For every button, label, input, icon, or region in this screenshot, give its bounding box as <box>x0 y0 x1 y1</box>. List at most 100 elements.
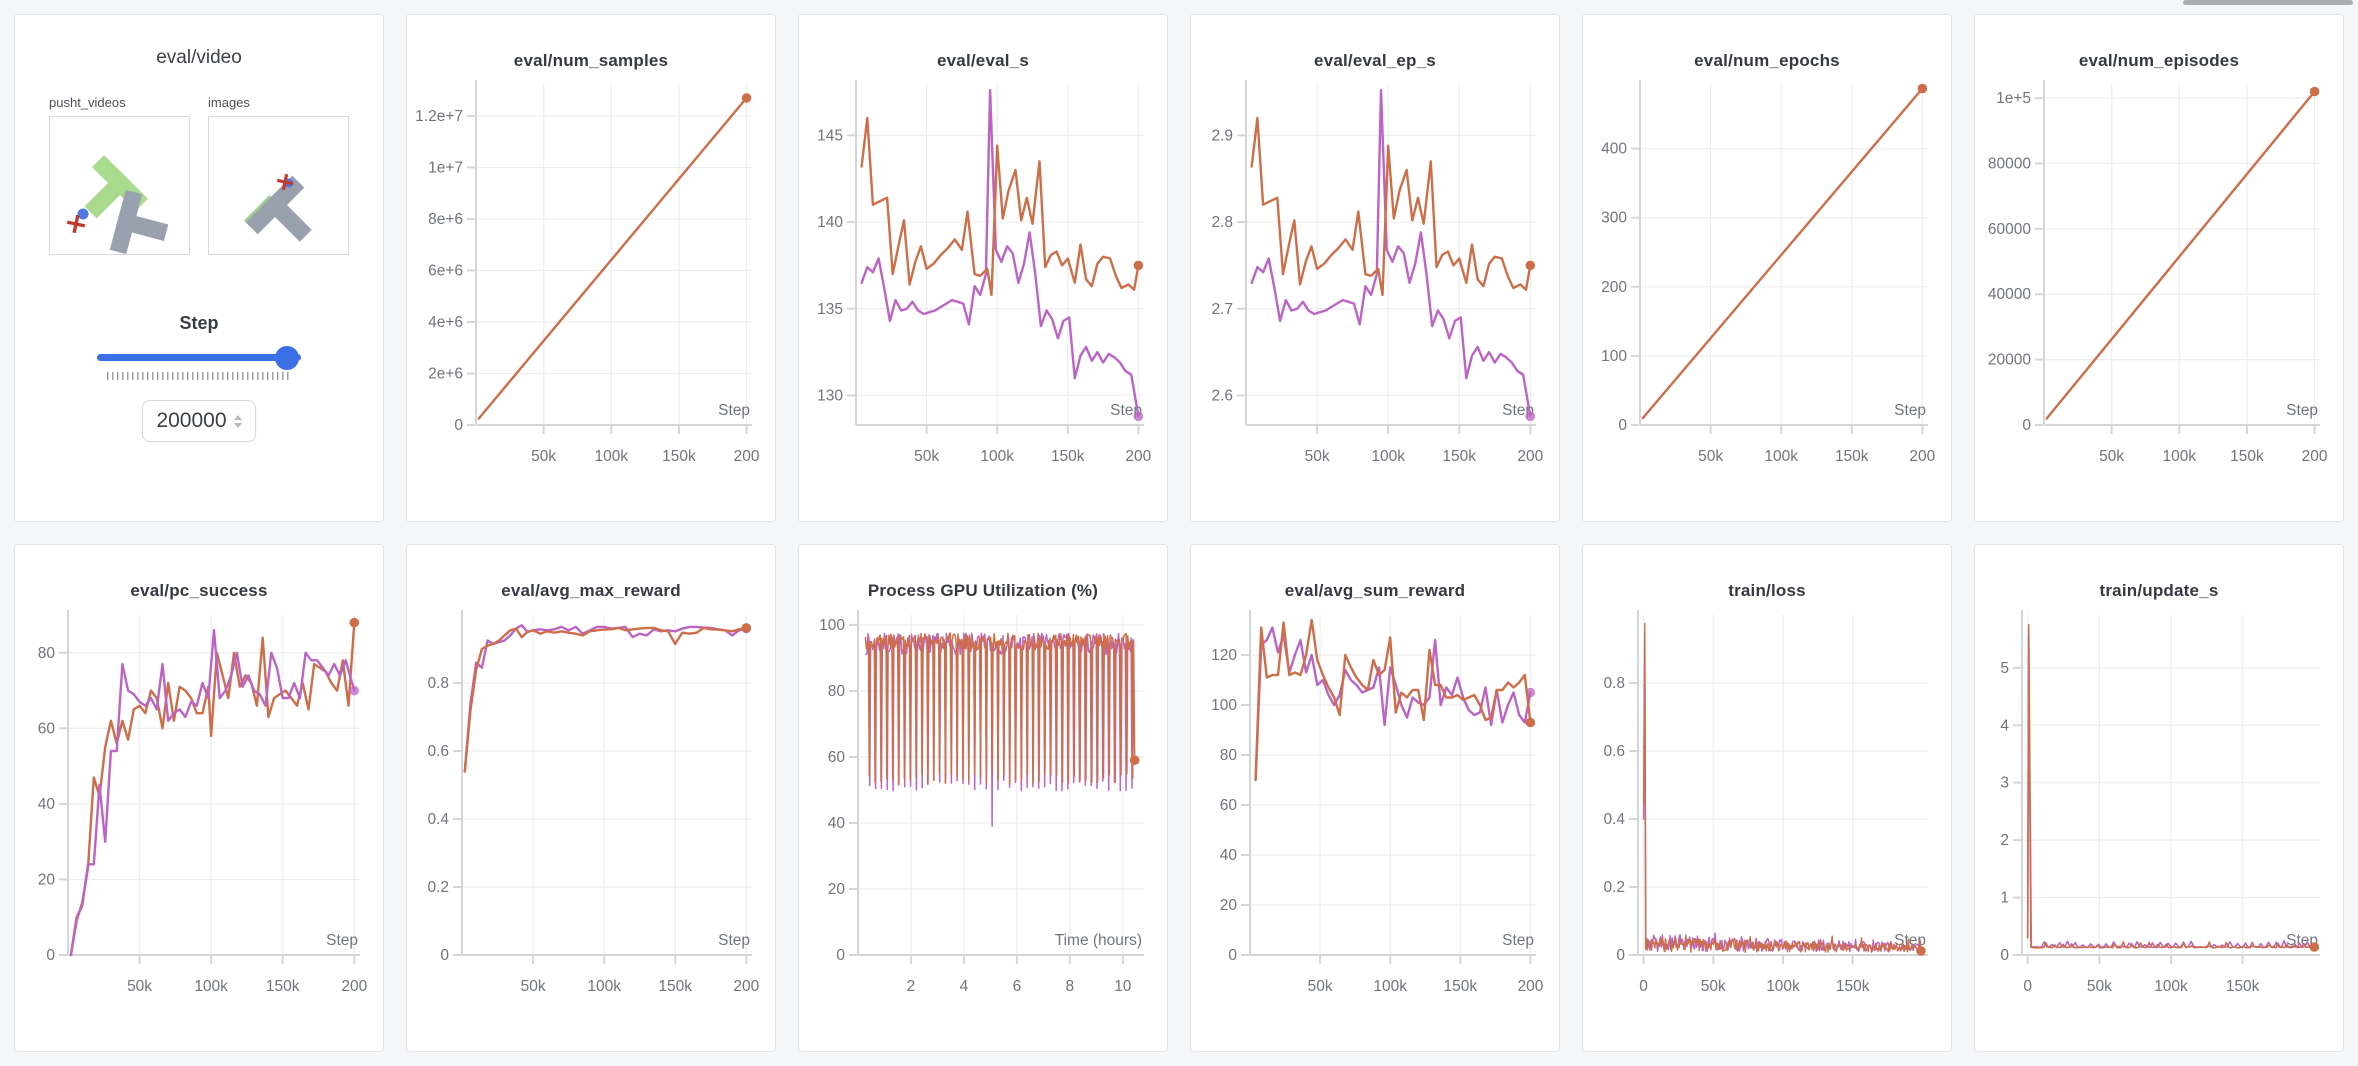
svg-text:0: 0 <box>2000 947 2009 964</box>
svg-text:0.2: 0.2 <box>1603 879 1625 896</box>
svg-text:100k: 100k <box>1373 978 1407 995</box>
svg-text:40: 40 <box>1220 847 1238 864</box>
chart-canvas-eval-num-epochs[interactable]: 50k 100k 150k 200 0 100 200 300 400 Step <box>1592 73 1942 485</box>
svg-text:150k: 150k <box>1836 978 1870 995</box>
svg-text:Step: Step <box>718 932 750 949</box>
spinner-up-icon[interactable] <box>233 414 242 420</box>
svg-text:150k: 150k <box>1051 448 1085 465</box>
chart-canvas-eval-pc-success[interactable]: 50k 100k 150k 200 0 20 40 60 80 Step <box>24 603 374 1015</box>
svg-text:50k: 50k <box>127 978 152 995</box>
spinner-down-icon[interactable] <box>233 422 242 428</box>
svg-text:0.6: 0.6 <box>1603 743 1625 760</box>
svg-text:50k: 50k <box>1701 978 1726 995</box>
svg-text:20: 20 <box>38 871 56 888</box>
chart-canvas-eval-num-episodes[interactable]: 50k 100k 150k 200 0 20000 40000 60000 80000 1e+5 S… <box>1984 73 2334 485</box>
chart-title-eval-num-episodes: eval/num_episodes <box>2078 51 2240 70</box>
pusht-videos-thumbnail[interactable] <box>49 116 190 255</box>
chart-title-eval-eval-ep-s: eval/eval_ep_s <box>1314 51 1436 70</box>
images-block-t-shape <box>243 175 312 242</box>
svg-text:0.4: 0.4 <box>1603 811 1625 828</box>
svg-text:100k: 100k <box>2154 978 2188 995</box>
svg-text:150k: 150k <box>266 978 300 995</box>
svg-text:2.9: 2.9 <box>1211 127 1233 144</box>
svg-text:80: 80 <box>38 645 56 662</box>
svg-text:150k: 150k <box>1443 978 1477 995</box>
chart-title-eval-num-samples: eval/num_samples <box>513 51 669 70</box>
chart-title-eval-eval-s: eval/eval_s <box>936 51 1029 70</box>
step-spinner[interactable] <box>233 414 242 428</box>
media-labels-row: pusht_videos images <box>49 95 349 110</box>
media-panel-title: eval/video <box>156 47 242 68</box>
svg-text:60: 60 <box>38 720 56 737</box>
svg-text:4e+6: 4e+6 <box>428 314 463 331</box>
svg-text:20: 20 <box>828 881 846 898</box>
images-thumbnail[interactable] <box>208 116 349 255</box>
svg-text:2.6: 2.6 <box>1211 388 1233 405</box>
svg-text:200: 200 <box>733 978 759 995</box>
chart-canvas-eval-num-samples[interactable]: 50k 100k 150k 200 0 2e+6 4e+6 6e+6 8e+6 1e+7 1.2e+… <box>416 73 766 485</box>
svg-text:50k: 50k <box>2099 448 2124 465</box>
svg-text:200: 200 <box>341 978 367 995</box>
svg-text:80000: 80000 <box>1988 155 2031 172</box>
svg-text:0.2: 0.2 <box>427 879 449 896</box>
svg-text:50k: 50k <box>531 448 556 465</box>
chart-title-train-loss: train/loss <box>1728 581 1806 600</box>
svg-text:1: 1 <box>2000 890 2009 907</box>
svg-text:Step: Step <box>326 932 358 949</box>
svg-text:20: 20 <box>1220 897 1238 914</box>
horizontal-scrollbar[interactable] <box>2183 0 2353 5</box>
svg-text:8e+6: 8e+6 <box>428 211 463 228</box>
svg-text:4: 4 <box>960 978 969 995</box>
svg-text:150k: 150k <box>2226 978 2260 995</box>
svg-text:8: 8 <box>1066 978 1075 995</box>
step-slider-track[interactable] <box>97 354 301 361</box>
svg-text:0: 0 <box>440 947 449 964</box>
step-value-input[interactable]: 200000 <box>142 400 256 442</box>
svg-text:80: 80 <box>1220 747 1238 764</box>
svg-text:100k: 100k <box>194 978 228 995</box>
step-slider-ruler <box>107 372 291 380</box>
step-value-text: 200000 <box>156 409 227 432</box>
svg-text:100k: 100k <box>1371 448 1405 465</box>
panel-eval-num-epochs: eval/num_epochs 50k 100k 150k 200 0 100 200 300 4… <box>1582 14 1952 522</box>
svg-text:100: 100 <box>1211 697 1237 714</box>
chart-title-eval-num-epochs: eval/num_epochs <box>1694 51 1840 70</box>
svg-text:2e+6: 2e+6 <box>428 365 463 382</box>
svg-text:6e+6: 6e+6 <box>428 262 463 279</box>
svg-text:0: 0 <box>836 947 845 964</box>
media-item-label-pusht-videos: pusht_videos <box>49 95 126 110</box>
panel-eval-pc-success: eval/pc_success 50k 100k 150k 200 0 20 40 60 80 St… <box>14 544 384 1052</box>
svg-text:0: 0 <box>1616 947 1625 964</box>
svg-text:0: 0 <box>2022 417 2031 434</box>
chart-title-eval-avg-sum-reward: eval/avg_sum_reward <box>1284 581 1466 600</box>
svg-text:0: 0 <box>454 417 463 434</box>
svg-text:6: 6 <box>1013 978 1022 995</box>
svg-text:60: 60 <box>828 749 846 766</box>
svg-text:0.4: 0.4 <box>427 811 449 828</box>
svg-text:200: 200 <box>1909 448 1935 465</box>
panel-eval-avg-max-reward: eval/avg_max_reward 50k 100k 150k 200 0 0.2 0.4… <box>406 544 776 1052</box>
svg-text:400: 400 <box>1601 141 1627 158</box>
panel-eval-num-samples: eval/num_samples 50k 100k 150k 200 0 2e+6 4e+6 6… <box>406 14 776 522</box>
images-frame <box>243 173 312 242</box>
svg-text:50k: 50k <box>2087 978 2112 995</box>
chart-canvas-eval-avg-max-reward[interactable]: 50k 100k 150k 200 0 0.2 0.4 0.6 0.8 Step <box>416 603 766 1015</box>
svg-text:100: 100 <box>819 617 845 634</box>
svg-text:100k: 100k <box>2162 448 2196 465</box>
panel-process-gpu-utilization: Process GPU Utilization (%) 2 4 6 8 10 0 20 40 60… <box>798 544 1168 1052</box>
svg-text:150k: 150k <box>662 448 696 465</box>
step-slider[interactable] <box>97 346 301 370</box>
svg-text:40: 40 <box>38 796 56 813</box>
step-slider-handle[interactable] <box>274 346 299 370</box>
step-slider-label: Step <box>179 313 219 333</box>
svg-text:150k: 150k <box>658 978 692 995</box>
svg-text:2.7: 2.7 <box>1211 301 1233 318</box>
svg-text:100k: 100k <box>980 448 1014 465</box>
svg-text:0: 0 <box>2023 978 2032 995</box>
chart-canvas-eval-avg-sum-reward[interactable]: 50k 100k 150k 200 0 20 40 60 80 100 120 Step <box>1200 603 1550 1015</box>
